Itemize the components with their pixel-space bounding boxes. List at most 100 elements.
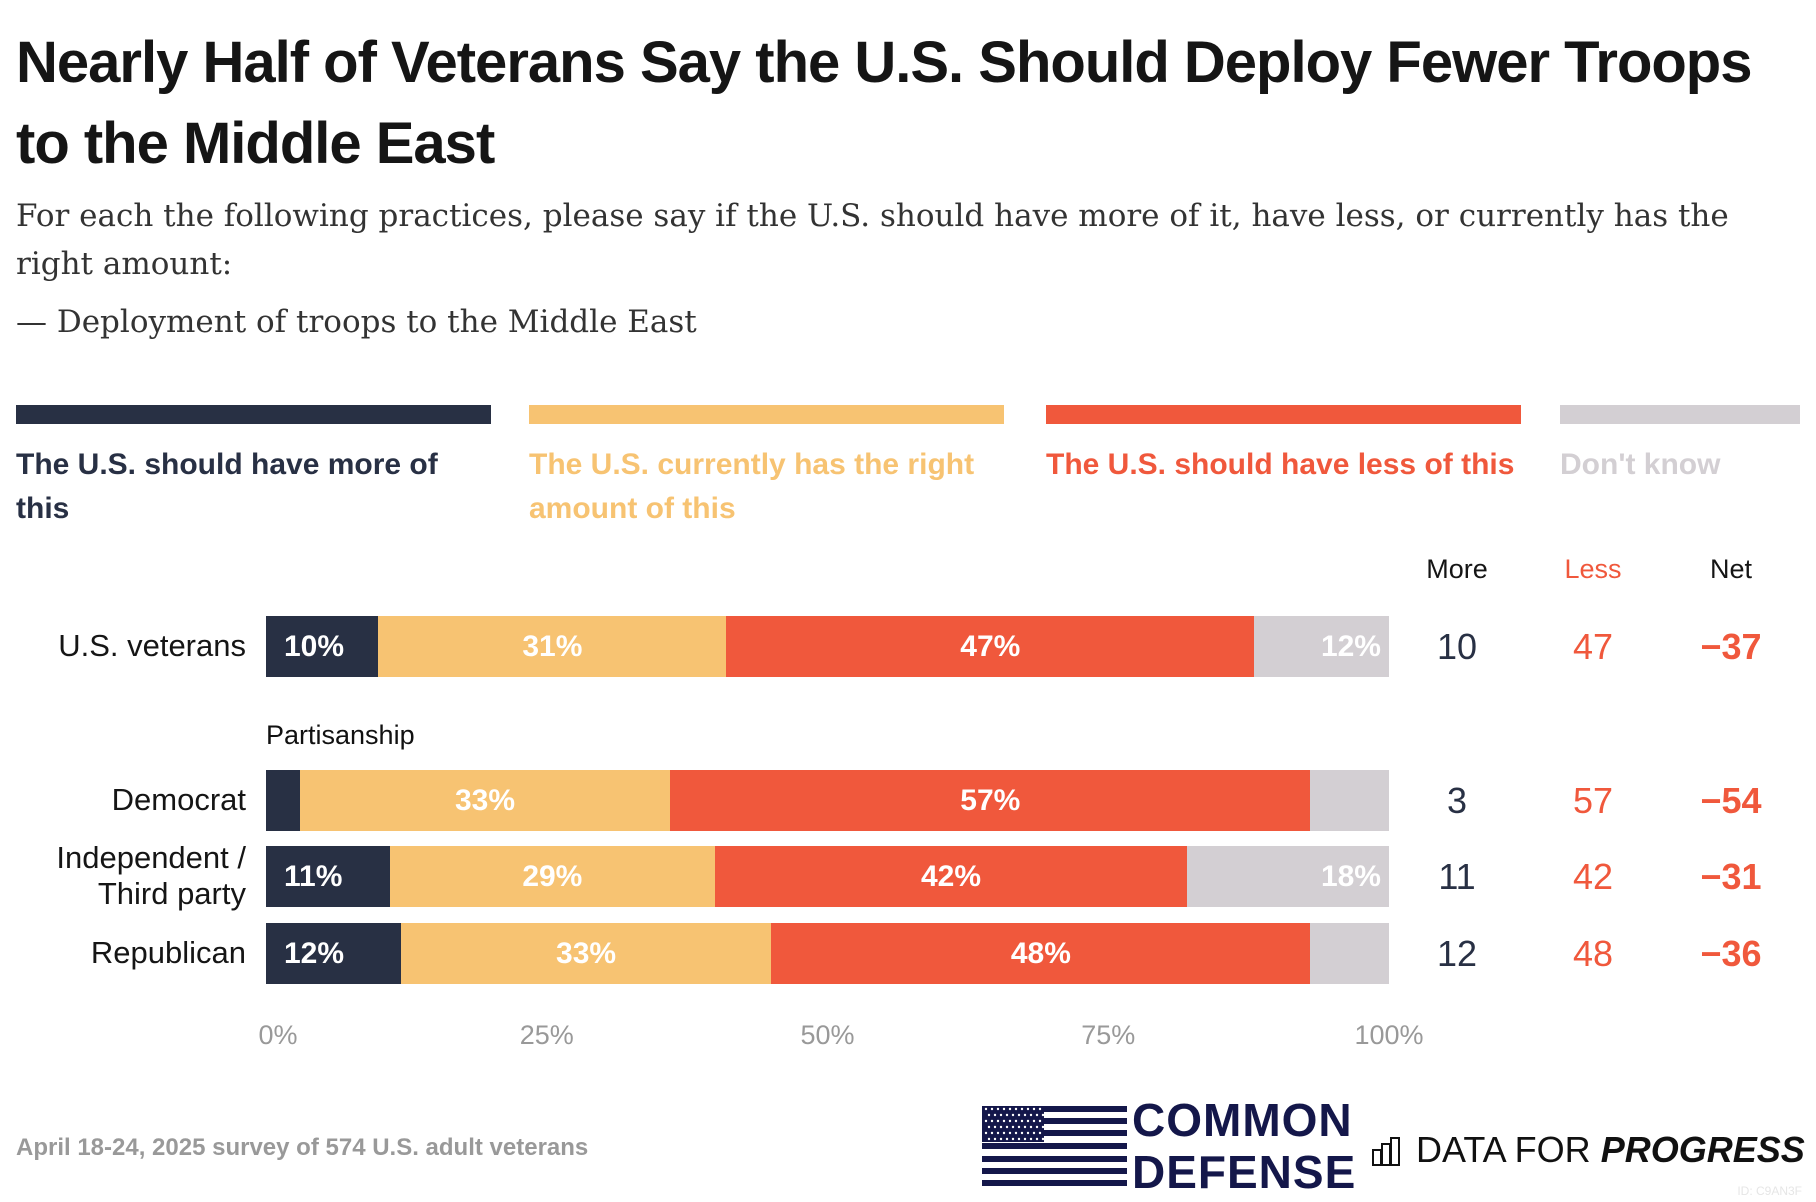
table-more-value: 11 [1438, 856, 1476, 897]
data-label: 12% [1320, 629, 1381, 663]
bar-segment-less: 42% [715, 846, 1187, 907]
star-icon [1035, 1125, 1039, 1129]
data-label: 33% [454, 783, 515, 817]
table-less-value: 47 [1572, 626, 1614, 667]
bar-segment-dontknow [1310, 770, 1389, 831]
common-defense-logo: COMMON DEFENSE [982, 1094, 1355, 1198]
data-label: 48% [1010, 936, 1071, 970]
table-net-value: −37 [1700, 626, 1762, 667]
chart-header: Nearly Half of Veterans Say the U.S. Sho… [16, 22, 1812, 342]
bar-segment-less: 48% [771, 923, 1311, 984]
star-icon [1017, 1137, 1021, 1141]
bar-segment-right: 31% [378, 616, 727, 677]
star-icon [1002, 1107, 1006, 1111]
group-label: Partisanship [266, 720, 415, 750]
category-label: Independent / Third party [56, 840, 246, 911]
question-item: — Deployment of troops to the Middle Eas… [16, 304, 697, 340]
bar-segment-right: 29% [389, 846, 716, 907]
bar-segment-dontknow: 12% [1254, 616, 1389, 677]
table-more-value: 10 [1436, 626, 1478, 667]
table-more-value: 3 [1446, 780, 1468, 821]
star-icon [1041, 1137, 1045, 1141]
data-label: 18% [1320, 859, 1381, 893]
star-icon [1035, 1113, 1039, 1117]
star-icon [993, 1113, 997, 1117]
star-icon [1029, 1125, 1033, 1129]
chart-title: Nearly Half of Veterans Say the U.S. Sho… [16, 30, 1752, 176]
category-label: U.S. veterans [58, 628, 246, 663]
legend-item: The U.S. should have less of this [1046, 405, 1521, 487]
bar-segment-more: 11% [266, 846, 390, 907]
legend-swatch [16, 405, 491, 424]
star-icon [1008, 1119, 1012, 1123]
star-icon [990, 1131, 994, 1135]
star-icon [1011, 1137, 1015, 1141]
data-label: 11% [284, 859, 343, 893]
stacked-bar: 11% 29% 42% 18% [266, 846, 1389, 907]
legend-label: The U.S. should have more of this [16, 448, 438, 525]
star-icon [1005, 1137, 1009, 1141]
legend-item: The U.S. should have more of this [16, 405, 491, 531]
star-icon [984, 1119, 988, 1123]
x-tick-label: 75% [1081, 1020, 1136, 1050]
stacked-bar: 33% 57% [266, 770, 1389, 831]
data-for-progress-logo: DATA FOR PROGRESS [1372, 1130, 1805, 1170]
table-net-value: −31 [1700, 856, 1762, 897]
star-icon [1017, 1113, 1021, 1117]
star-icon [1029, 1113, 1033, 1117]
table-header: More [1426, 554, 1488, 584]
dfp-wordmark-bold: PROGRESS [1600, 1129, 1805, 1170]
star-icon [1038, 1107, 1042, 1111]
star-icon [1014, 1131, 1018, 1135]
star-icon [1020, 1107, 1024, 1111]
data-label: 42% [920, 859, 982, 893]
common-defense-wordmark: COMMON DEFENSE [1132, 1094, 1357, 1198]
bar-segment-right: 33% [400, 923, 772, 984]
star-icon [1020, 1119, 1024, 1123]
star-icon [1023, 1137, 1027, 1141]
bar-segment-right: 33% [299, 770, 671, 831]
bar-chart-icon [1372, 1137, 1400, 1166]
star-icon [1026, 1131, 1030, 1135]
star-icon [993, 1125, 997, 1129]
star-icon [1035, 1137, 1039, 1141]
star-icon [1041, 1113, 1045, 1117]
star-icon [984, 1131, 988, 1135]
chart-id: ID: C9AN3F [1737, 1184, 1802, 1198]
star-icon [996, 1107, 1000, 1111]
star-icon [999, 1113, 1003, 1117]
flag-icon [982, 1106, 1127, 1186]
star-icon [1011, 1113, 1015, 1117]
star-icon [1032, 1107, 1036, 1111]
star-icon [1023, 1113, 1027, 1117]
dfp-wordmark-regular: DATA FOR [1416, 1129, 1601, 1170]
table-header: Less [1564, 554, 1622, 584]
x-tick-label: 50% [800, 1020, 855, 1050]
data-label: 31% [522, 629, 583, 663]
star-icon [996, 1131, 1000, 1135]
stacked-bar: 10% 31% 47% 12% [266, 616, 1389, 677]
footer-note: April 18-24, 2025 survey of 574 U.S. adu… [16, 1134, 589, 1161]
legend-label: The U.S. currently has the right amount … [529, 448, 975, 525]
star-icon [987, 1137, 991, 1141]
bar-segment-more: 12% [266, 923, 401, 984]
category-label: Democrat [111, 782, 246, 817]
legend-label: The U.S. should have less of this [1046, 448, 1515, 481]
star-icon [1038, 1131, 1042, 1135]
star-icon [987, 1125, 991, 1129]
bar-segment-dontknow: 18% [1186, 846, 1389, 907]
star-icon [999, 1125, 1003, 1129]
star-icon [1032, 1119, 1036, 1123]
legend-swatch [1046, 405, 1521, 424]
star-icon [984, 1107, 988, 1111]
star-icon [999, 1137, 1003, 1141]
data-label: 33% [556, 936, 617, 970]
star-icon [1014, 1119, 1018, 1123]
star-icon [987, 1113, 991, 1117]
star-icon [1041, 1125, 1045, 1129]
data-label: 29% [522, 859, 583, 893]
bar-segment-less: 47% [726, 616, 1255, 677]
legend-label: Don't know [1560, 448, 1721, 481]
star-icon [1023, 1125, 1027, 1129]
